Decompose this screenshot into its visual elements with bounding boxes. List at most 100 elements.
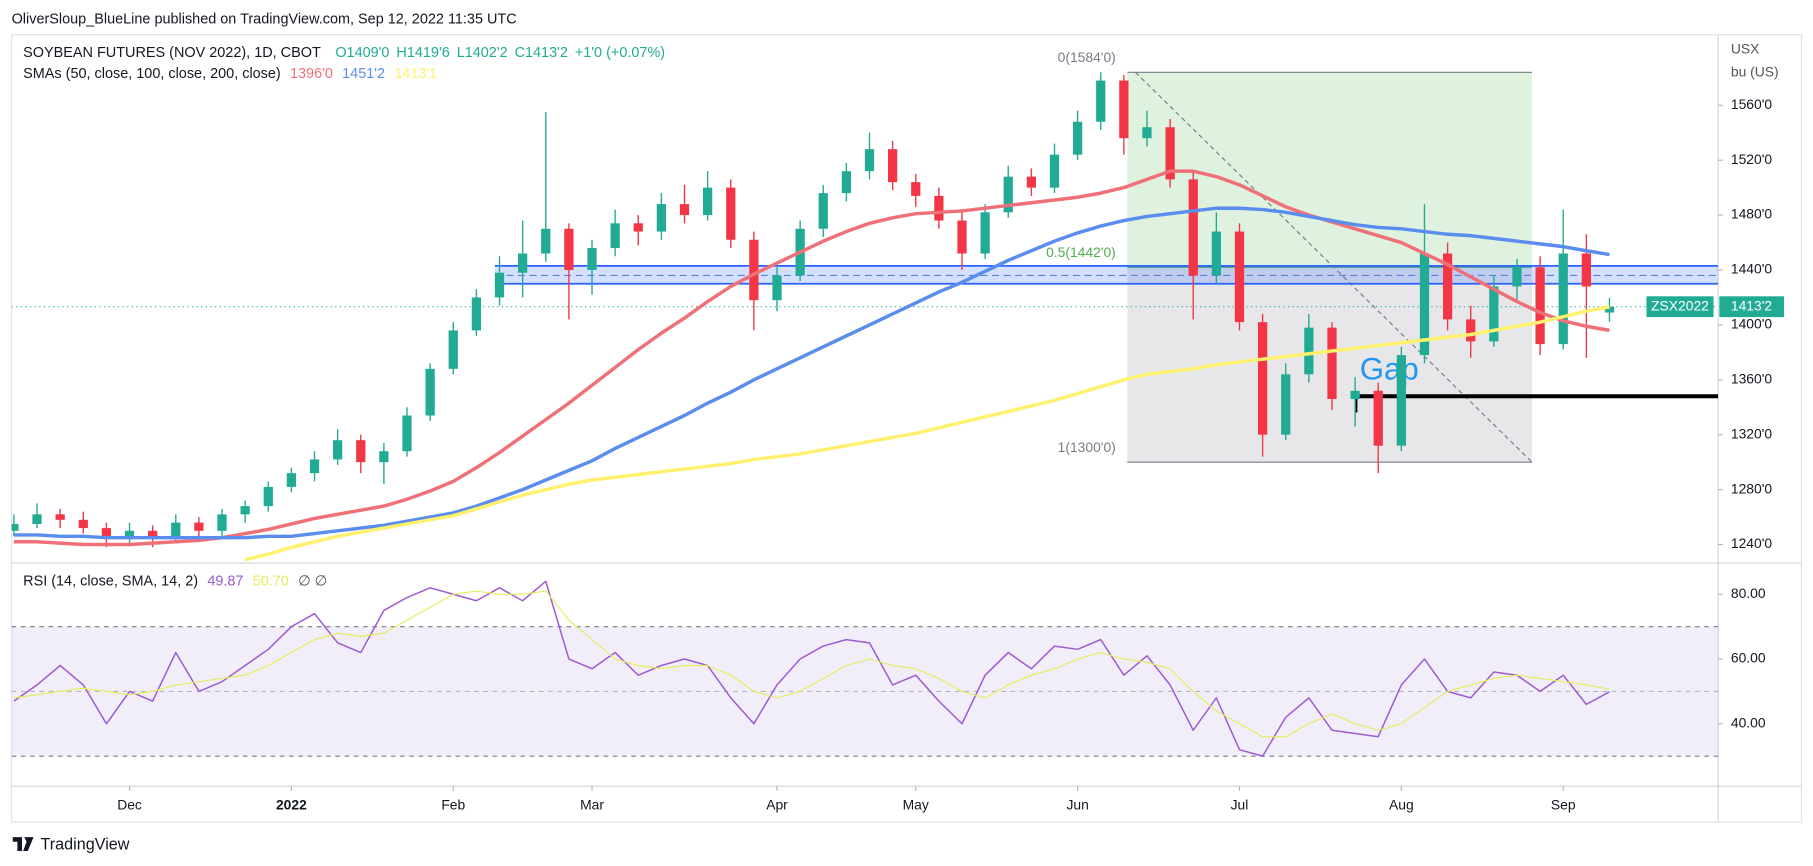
candle-body (980, 212, 990, 254)
candle-body (1119, 80, 1129, 139)
fib-label: 0.5(1442'0) (1046, 244, 1116, 260)
rsi-extra: ∅ ∅ (298, 573, 327, 589)
candle-body (1211, 231, 1221, 276)
y-tick-label: 1360'0 (1731, 370, 1772, 386)
sma-value: 1413'1 (394, 66, 437, 82)
footer: TradingView (41, 835, 130, 853)
candle-body (1026, 176, 1036, 188)
candle-body (309, 459, 320, 474)
x-tick-label: Jun (1066, 797, 1088, 813)
ohlc-legend: O1409'0 (335, 45, 389, 61)
x-tick-label: Aug (1389, 797, 1414, 813)
candle-body (11, 523, 19, 531)
legend-title: SOYBEAN FUTURES (NOV 2022), 1D, CBOT (23, 45, 321, 61)
sma-value: 1396'0 (290, 66, 333, 82)
candle-body (864, 149, 875, 172)
sma-legend: SMAs (50, close, 100, close, 200, close) (23, 66, 281, 82)
footer-logo: TradingView (12, 835, 130, 853)
candle-body (1165, 127, 1175, 180)
rsi-line (13, 580, 1610, 757)
candle-body (1512, 267, 1522, 287)
candle-body (564, 228, 574, 270)
price-tag (1719, 296, 1785, 318)
candle-body (888, 149, 898, 183)
candle-body (494, 272, 505, 298)
candle-body (333, 440, 343, 460)
candle-body (217, 514, 227, 531)
candle-body (772, 275, 782, 301)
candle-body (1304, 327, 1314, 375)
ohlc-legend: +1'0 (+0.07%) (575, 45, 665, 61)
price-pane: 0(1584'0) 0.5(1442'0) 1(1300'0) Gap (11, 49, 1719, 562)
candle-body (841, 171, 852, 194)
candle-body (1142, 127, 1152, 139)
candle-body (1604, 306, 1615, 313)
rsi-value: 50.70 (253, 573, 289, 589)
x-tick-label: Dec (117, 797, 142, 813)
candle-body (1234, 231, 1245, 323)
sma-value: 1451'2 (342, 66, 385, 82)
candle-body (356, 440, 366, 463)
candle-body (1535, 267, 1545, 345)
x-tick-label: Jul (1231, 797, 1249, 813)
candle-body (656, 204, 667, 232)
candle-body (402, 415, 412, 452)
candle-body (1003, 176, 1013, 213)
candle-body (425, 368, 435, 416)
x-tick-label: Sep (1551, 797, 1576, 813)
x-tick-label: 2022 (276, 797, 307, 813)
candle-body (471, 297, 482, 331)
sma-line (13, 206, 1610, 540)
publisher: OliverSloup_BlueLine published on Tradin… (12, 11, 517, 27)
fib-label: 1(1300'0) (1058, 439, 1116, 455)
y-tick-label: 1240'0 (1731, 535, 1772, 551)
y-tick-label: 80.00 (1731, 585, 1766, 601)
candle-body (911, 182, 921, 196)
symbol-tag-label: ZSX2022 (1651, 297, 1709, 313)
candle-body (1442, 253, 1453, 320)
candle-body (749, 239, 759, 301)
candle-body (1466, 319, 1476, 342)
zone (494, 265, 1719, 284)
candle-body (1281, 374, 1291, 435)
axis-unit: bu (US) (1731, 63, 1779, 79)
x-tick-label: Feb (441, 797, 465, 813)
ohlc-legend: H1419'6 (396, 45, 449, 61)
candle-body (194, 522, 204, 531)
sma-line (244, 305, 1610, 562)
candle-body (541, 228, 551, 254)
x-tick-label: Apr (766, 797, 788, 813)
ohlc-legend: C1413'2 (515, 45, 568, 61)
y-tick-label: 1520'0 (1731, 151, 1772, 167)
candle-body (263, 486, 273, 507)
candle-body (1419, 253, 1430, 356)
candle-body (55, 514, 65, 520)
candle-body (1558, 253, 1568, 345)
candle-body (286, 473, 297, 487)
candle-body (726, 187, 736, 240)
candle-body (1396, 355, 1406, 446)
candle-body (1072, 121, 1083, 155)
x-tick-label: May (903, 797, 929, 813)
candle-body (957, 220, 967, 254)
candle-body (818, 193, 828, 229)
candle-body (32, 514, 42, 524)
candle-body (610, 223, 620, 249)
axis-unit: USX (1731, 40, 1760, 56)
candle-body (1350, 390, 1360, 400)
candle-body (587, 248, 597, 270)
symbol-tag (1646, 296, 1714, 318)
candle-body (240, 506, 250, 515)
y-tick-label: 1560'0 (1731, 96, 1772, 112)
logo-mark (12, 837, 34, 851)
candle-body (101, 528, 112, 537)
overlay: 1240'0 1280'0 1320'0 1360'0 1400'0 1440'0 1480… (23, 45, 1785, 813)
candle-body (679, 204, 690, 216)
y-tick-label: 1400'0 (1731, 316, 1772, 332)
y-tick-label: 1440'0 (1731, 261, 1772, 277)
candle-body (1489, 286, 1499, 342)
candle-body (171, 522, 181, 540)
sma-line (13, 169, 1610, 547)
